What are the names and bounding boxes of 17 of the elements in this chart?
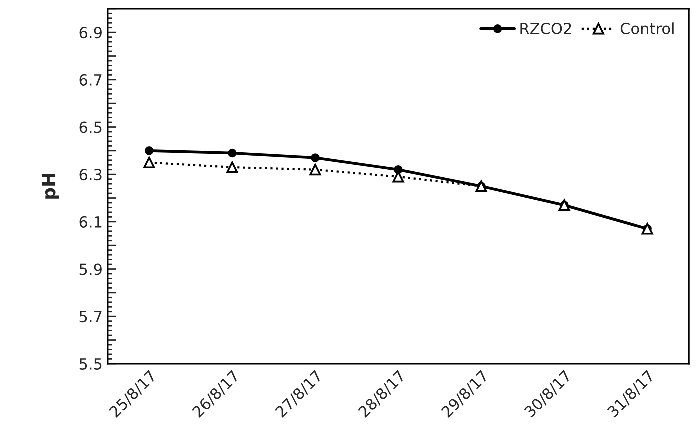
y-tick-label: 6.1 (80, 216, 102, 228)
y-tick-label: 6.5 (80, 122, 102, 134)
y-tick-label: 5.5 (80, 358, 102, 370)
point (310, 164, 322, 176)
point (145, 146, 154, 156)
y-tick-label: 6.7 (80, 74, 102, 86)
legend-label: Control (620, 22, 674, 34)
y-tick-label: 6.3 (80, 169, 102, 181)
point (144, 156, 156, 169)
y-tick-label: 5.9 (80, 264, 102, 276)
y-tick-label: 6.9 (80, 27, 102, 39)
point (228, 148, 237, 158)
y-tick-label: 5.7 (80, 311, 102, 323)
legend-label: RZCO2 (520, 22, 572, 34)
y-axis-title: pH (42, 174, 60, 199)
point (311, 154, 320, 162)
point (226, 162, 238, 174)
